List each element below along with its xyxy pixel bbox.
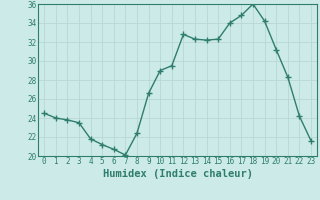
X-axis label: Humidex (Indice chaleur): Humidex (Indice chaleur) (103, 169, 252, 179)
